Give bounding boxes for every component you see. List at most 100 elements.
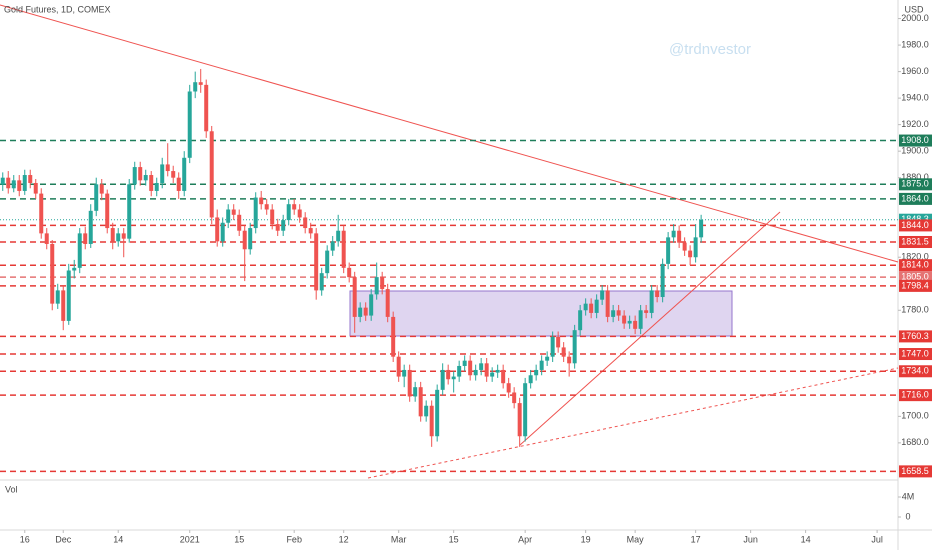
x-tick-label: 15 xyxy=(449,534,459,544)
candle-body xyxy=(561,347,566,357)
candle-body xyxy=(550,336,555,357)
price-level-label: 1734.0 xyxy=(901,366,929,376)
y-tick-label: 1680.0 xyxy=(901,437,929,447)
candle-body xyxy=(605,290,610,317)
candle-body xyxy=(528,375,533,384)
candle-body xyxy=(215,217,220,242)
candle-body xyxy=(396,356,401,377)
candle-body xyxy=(429,405,434,437)
candle-body xyxy=(358,307,363,317)
candle-body xyxy=(479,363,484,370)
candle-body xyxy=(110,228,115,242)
candle-body xyxy=(627,320,632,324)
candle-body xyxy=(39,193,44,234)
candle-body xyxy=(17,180,22,191)
candle-body xyxy=(649,290,654,313)
candle-body xyxy=(484,363,489,377)
candle-body xyxy=(352,277,357,317)
price-level-label: 1848.3 xyxy=(901,214,929,224)
candle-body xyxy=(176,177,181,191)
candle-body xyxy=(369,294,374,316)
y-tick-label: 1880.0 xyxy=(901,172,929,182)
candle-body xyxy=(325,250,330,274)
x-tick-label: May xyxy=(627,534,645,544)
candle-body xyxy=(253,197,258,229)
candle-body xyxy=(248,228,253,250)
candle-body xyxy=(28,175,33,183)
candle-body xyxy=(319,273,324,291)
candle-body xyxy=(264,204,269,210)
candle-body xyxy=(693,237,698,258)
candle-body xyxy=(567,356,572,364)
candle-body xyxy=(138,167,143,181)
x-tick-label: 2021 xyxy=(180,534,200,544)
candle-body xyxy=(94,184,99,211)
support-line xyxy=(519,211,781,446)
trend-line xyxy=(0,4,899,263)
candle-body xyxy=(666,237,671,264)
x-tick-label: 12 xyxy=(339,534,349,544)
candle-body xyxy=(72,267,77,271)
candle-body xyxy=(171,171,176,178)
candle-body xyxy=(523,383,528,437)
candle-body xyxy=(149,175,154,191)
candle-body xyxy=(330,241,335,251)
candle-body xyxy=(127,184,132,239)
candle-body xyxy=(451,376,456,380)
price-level-label: 1798.4 xyxy=(901,280,929,290)
candle-body xyxy=(105,193,110,229)
candle-body xyxy=(259,197,264,205)
currency: USD xyxy=(904,4,924,14)
candle-body xyxy=(187,91,192,158)
candle-body xyxy=(446,369,451,380)
candle-body xyxy=(589,303,594,313)
price-level-tag xyxy=(899,389,932,402)
price-level-label: 1658.5 xyxy=(901,466,929,476)
price-level-label: 1908.0 xyxy=(901,135,929,145)
candle-body xyxy=(198,82,203,85)
candle-body xyxy=(77,233,82,268)
candle-body xyxy=(512,392,517,404)
candle-body xyxy=(292,204,297,210)
x-tick-label: Apr xyxy=(518,534,532,544)
candle-body xyxy=(303,217,308,229)
candle-body xyxy=(457,365,462,377)
candle-body xyxy=(0,177,5,185)
candle-body xyxy=(682,242,687,251)
volume-tick-label: 0 xyxy=(905,511,910,521)
volume-tick-label: 4M xyxy=(902,491,915,501)
candle-body xyxy=(374,277,379,295)
x-tick-label: Jun xyxy=(743,534,758,544)
x-tick-label: Mar xyxy=(391,534,407,544)
candle-body xyxy=(462,360,467,366)
candle-body xyxy=(413,387,418,397)
candle-body xyxy=(363,307,368,316)
y-tick-label: 1780.0 xyxy=(901,305,929,315)
candle-body xyxy=(688,250,693,258)
price-level-label: 1760.3 xyxy=(901,331,929,341)
candle-body xyxy=(699,219,704,238)
price-level-tag xyxy=(899,235,932,248)
x-tick-label: 17 xyxy=(691,534,701,544)
price-level-label: 1844.0 xyxy=(901,220,929,230)
candle-body xyxy=(385,289,390,317)
price-level-tag xyxy=(899,219,932,232)
candle-body xyxy=(193,82,198,92)
price-level-tag xyxy=(899,465,932,478)
volume-label: Vol xyxy=(5,484,18,494)
candle-body xyxy=(88,210,93,244)
candle-body xyxy=(424,405,429,417)
candle-body xyxy=(407,369,412,397)
candle-body xyxy=(495,369,500,373)
x-tick-label: Jul xyxy=(871,534,883,544)
price-level-tag xyxy=(899,134,932,147)
candle-body xyxy=(11,180,16,189)
price-level-label: 1875.0 xyxy=(901,179,929,189)
candle-body xyxy=(539,360,544,370)
candle-body xyxy=(556,336,561,348)
candle-body xyxy=(534,369,539,376)
candle-body xyxy=(600,290,605,300)
candle-body xyxy=(545,356,550,361)
candle-body xyxy=(341,230,346,268)
